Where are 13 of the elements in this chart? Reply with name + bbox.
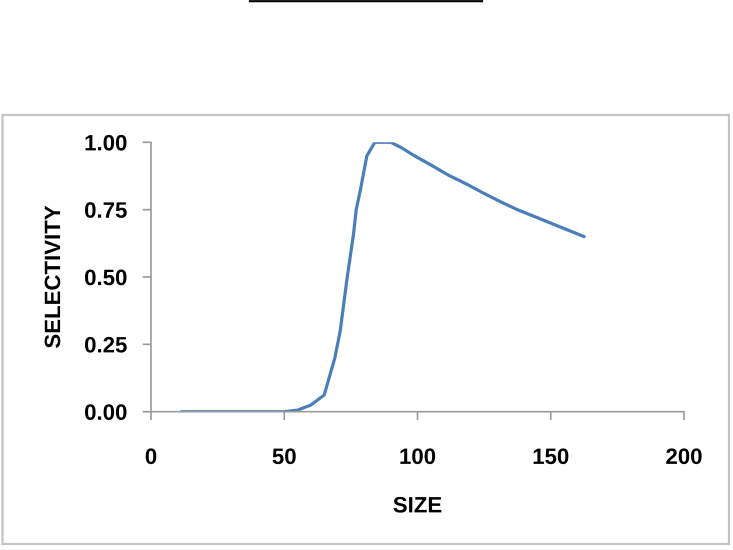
line-series bbox=[180, 142, 586, 412]
x-tick-label: 150 bbox=[534, 448, 568, 464]
y-axis-title: SELECTIVITY bbox=[44, 206, 60, 348]
y-tick-label: 0.25 bbox=[85, 336, 127, 353]
x-tick-label: 100 bbox=[400, 448, 436, 464]
x-tick-label: 50 bbox=[272, 448, 296, 464]
y-tick-label: 0.00 bbox=[85, 404, 126, 420]
y-tick-label: 1.00 bbox=[86, 134, 126, 151]
x-tick-label: 200 bbox=[666, 448, 702, 464]
x-tick-label: 0 bbox=[146, 448, 156, 464]
x-axis-title: SIZE bbox=[393, 496, 442, 513]
y-tick-label: 0.75 bbox=[85, 202, 127, 218]
y-tick-label: 0.50 bbox=[85, 270, 126, 286]
